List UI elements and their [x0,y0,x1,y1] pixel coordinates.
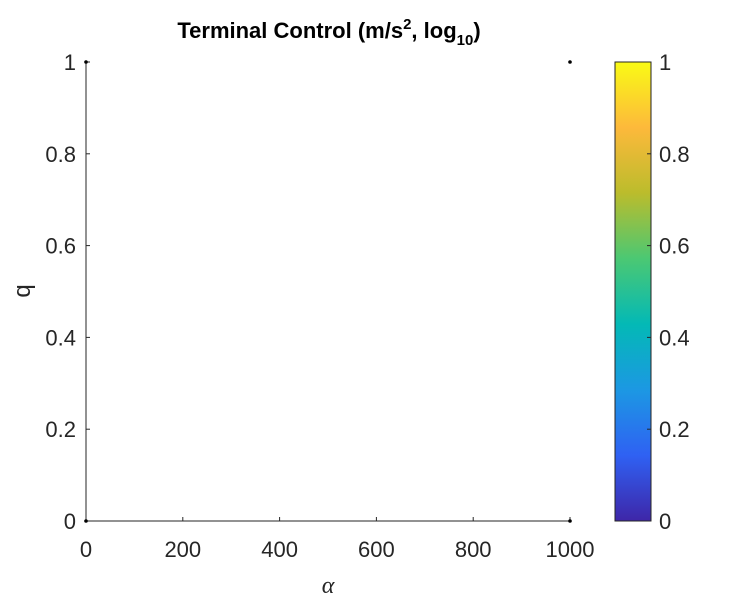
data-point [84,519,88,523]
y-axis-label: q [9,284,36,297]
colorbar-tick-label: 0.6 [659,234,690,259]
data-point [568,519,572,523]
colorbar-tick-label: 0 [659,509,671,534]
y-tick-label: 0.8 [45,142,76,167]
colorbar-tick-label: 0.2 [659,417,690,442]
x-tick-label: 600 [358,537,395,562]
colorbar-tick-label: 1 [659,50,671,75]
x-tick-label: 1000 [546,537,595,562]
x-tick-label: 400 [261,537,298,562]
colorbar: 0 0.2 0.4 0.6 0.8 1 [614,50,690,534]
x-tick-label: 800 [455,537,492,562]
x-axis-label: α [322,573,335,599]
chart-title: Terminal Control (m/s2, log10) [177,16,480,49]
x-tick-label: 200 [164,537,201,562]
plot-area [85,62,570,522]
y-tick-label: 0.2 [45,417,76,442]
data-point [568,60,572,64]
y-tick-label: 0.6 [45,234,76,259]
y-tick-label: 1 [64,50,76,75]
colorbar-tick-label: 0.4 [659,325,690,350]
colorbar-gradient [614,61,652,522]
y-tick-label: 0.4 [45,325,76,350]
x-tick-label: 0 [80,537,92,562]
data-point [84,60,88,64]
colorbar-tick-label: 0.8 [659,142,690,167]
y-tick-label: 0 [64,509,76,534]
